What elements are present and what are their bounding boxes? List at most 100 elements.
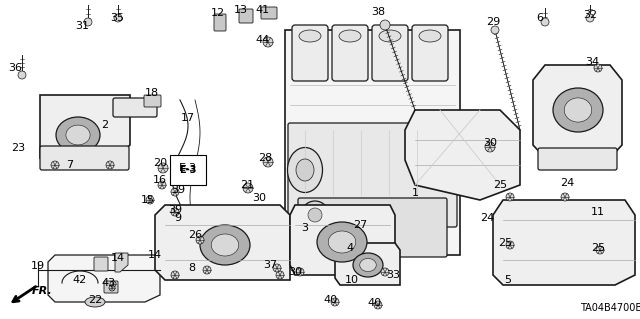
Polygon shape	[533, 65, 622, 158]
Text: 41: 41	[256, 5, 270, 15]
Circle shape	[374, 301, 382, 309]
Ellipse shape	[308, 208, 322, 222]
Text: 12: 12	[211, 8, 225, 18]
Ellipse shape	[301, 201, 329, 229]
FancyBboxPatch shape	[144, 95, 161, 107]
Text: 26: 26	[188, 230, 202, 240]
Text: 35: 35	[110, 13, 124, 23]
Text: 42: 42	[73, 275, 87, 285]
Circle shape	[506, 193, 514, 201]
Text: 43: 43	[101, 278, 115, 288]
Circle shape	[296, 268, 304, 276]
Circle shape	[171, 271, 179, 279]
Text: 9: 9	[175, 213, 182, 223]
Circle shape	[146, 196, 154, 204]
FancyBboxPatch shape	[412, 25, 448, 81]
FancyBboxPatch shape	[40, 146, 129, 170]
Text: 25: 25	[498, 238, 512, 248]
Ellipse shape	[85, 297, 105, 307]
Circle shape	[276, 271, 284, 279]
Circle shape	[106, 161, 114, 169]
Circle shape	[331, 298, 339, 306]
FancyBboxPatch shape	[372, 25, 408, 81]
Text: FR.: FR.	[32, 286, 52, 296]
Text: 3: 3	[301, 223, 308, 233]
Circle shape	[273, 264, 281, 272]
Ellipse shape	[299, 30, 321, 42]
Text: 37: 37	[263, 260, 277, 270]
Ellipse shape	[296, 159, 314, 181]
Text: 5: 5	[504, 275, 511, 285]
Circle shape	[114, 14, 122, 22]
Text: 38: 38	[371, 7, 385, 17]
Text: 4: 4	[346, 243, 353, 253]
Circle shape	[196, 236, 204, 244]
Circle shape	[158, 181, 166, 189]
Circle shape	[243, 183, 253, 193]
Text: 39: 39	[168, 205, 182, 215]
Text: 23: 23	[11, 143, 25, 153]
Text: E-3: E-3	[179, 163, 197, 173]
Text: 17: 17	[181, 113, 195, 123]
Text: 30: 30	[252, 193, 266, 203]
Circle shape	[491, 26, 499, 34]
Polygon shape	[405, 110, 520, 200]
Text: 21: 21	[240, 180, 254, 190]
Bar	[285, 30, 460, 255]
Text: 36: 36	[8, 63, 22, 73]
Text: E-3: E-3	[179, 165, 196, 175]
Text: 28: 28	[258, 153, 272, 163]
Ellipse shape	[379, 30, 401, 42]
Ellipse shape	[56, 117, 100, 153]
FancyBboxPatch shape	[538, 148, 617, 170]
Text: 34: 34	[585, 57, 599, 67]
Text: 33: 33	[386, 270, 400, 280]
Circle shape	[485, 142, 495, 152]
FancyBboxPatch shape	[104, 281, 118, 293]
Ellipse shape	[66, 125, 90, 145]
Circle shape	[596, 246, 604, 254]
Circle shape	[506, 241, 514, 249]
Text: 1: 1	[412, 188, 419, 198]
Circle shape	[158, 163, 168, 173]
Text: 8: 8	[188, 263, 196, 273]
FancyBboxPatch shape	[292, 25, 328, 81]
Text: 6: 6	[536, 13, 543, 23]
Circle shape	[171, 188, 179, 196]
Polygon shape	[335, 243, 400, 285]
Circle shape	[541, 18, 549, 26]
Text: 32: 32	[583, 10, 597, 20]
Text: 10: 10	[345, 275, 359, 285]
Ellipse shape	[553, 88, 603, 132]
Circle shape	[203, 266, 211, 274]
Polygon shape	[493, 200, 635, 285]
Circle shape	[84, 18, 92, 26]
Text: 2: 2	[101, 120, 109, 130]
Polygon shape	[40, 95, 130, 158]
Text: 40: 40	[323, 295, 337, 305]
Text: 11: 11	[591, 207, 605, 217]
Polygon shape	[290, 205, 395, 275]
Ellipse shape	[211, 234, 239, 256]
FancyBboxPatch shape	[261, 7, 277, 19]
Circle shape	[561, 193, 569, 201]
Text: 30: 30	[483, 138, 497, 148]
Circle shape	[594, 64, 602, 72]
Circle shape	[263, 157, 273, 167]
Circle shape	[51, 161, 59, 169]
Text: 25: 25	[493, 180, 507, 190]
Text: 25: 25	[591, 243, 605, 253]
Ellipse shape	[339, 30, 361, 42]
Circle shape	[381, 268, 389, 276]
Text: 14: 14	[111, 253, 125, 263]
Text: 20: 20	[153, 158, 167, 168]
FancyBboxPatch shape	[113, 98, 157, 117]
Text: 27: 27	[353, 220, 367, 230]
Circle shape	[110, 281, 116, 287]
Circle shape	[380, 20, 390, 30]
Text: 18: 18	[145, 88, 159, 98]
Circle shape	[586, 14, 594, 22]
FancyBboxPatch shape	[288, 123, 457, 227]
Ellipse shape	[353, 253, 383, 277]
FancyBboxPatch shape	[332, 25, 368, 81]
